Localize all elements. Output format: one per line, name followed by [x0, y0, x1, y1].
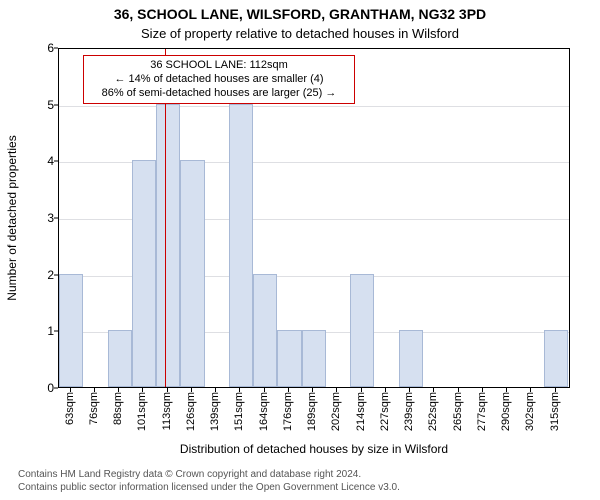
x-tick-label: 290sqm: [500, 392, 512, 431]
histogram-bar: [544, 330, 568, 387]
chart-subtitle: Size of property relative to detached ho…: [0, 26, 600, 41]
histogram-bar: [59, 274, 83, 387]
chart-address-title: 36, SCHOOL LANE, WILSFORD, GRANTHAM, NG3…: [0, 6, 600, 22]
data-attribution: Contains HM Land Registry data © Crown c…: [18, 469, 400, 494]
histogram-bar: [277, 330, 301, 387]
x-tick-label: 277sqm: [476, 392, 488, 431]
y-tick-label: 3: [14, 211, 54, 225]
y-tick-label: 1: [14, 324, 54, 338]
histogram-bar: [253, 274, 277, 387]
x-tick-label: 139sqm: [209, 392, 221, 431]
x-tick-label: 101sqm: [136, 392, 148, 431]
x-tick-label: 214sqm: [355, 392, 367, 431]
y-tick-label: 2: [14, 268, 54, 282]
x-tick-label: 88sqm: [112, 392, 124, 425]
x-tick-label: 302sqm: [524, 392, 536, 431]
histogram-bar: [180, 160, 204, 387]
y-tick-mark: [54, 161, 58, 162]
annotation-box: 36 SCHOOL LANE: 112sqm← 14% of detached …: [83, 55, 355, 104]
x-axis-label: Distribution of detached houses by size …: [58, 442, 570, 456]
y-tick-mark: [54, 104, 58, 105]
annotation-line: ← 14% of detached houses are smaller (4): [90, 73, 348, 87]
histogram-bar: [350, 274, 374, 387]
attribution-line: Contains HM Land Registry data © Crown c…: [18, 469, 400, 482]
y-tick-label: 0: [14, 381, 54, 395]
x-tick-label: 265sqm: [452, 392, 464, 431]
x-tick-label: 63sqm: [64, 392, 76, 425]
y-tick-label: 4: [14, 154, 54, 168]
y-tick-label: 6: [14, 41, 54, 55]
annotation-line: 86% of semi-detached houses are larger (…: [90, 87, 348, 101]
x-tick-label: 113sqm: [161, 392, 173, 430]
x-tick-label: 202sqm: [330, 392, 342, 431]
histogram-bar: [108, 330, 132, 387]
x-tick-label: 227sqm: [379, 392, 391, 431]
histogram-bar: [229, 104, 253, 387]
attribution-line: Contains public sector information licen…: [18, 482, 400, 495]
histogram-bar: [156, 104, 180, 387]
y-tick-mark: [54, 388, 58, 389]
x-tick-label: 176sqm: [282, 392, 294, 431]
histogram-bar: [302, 330, 326, 387]
property-size-histogram: 36, SCHOOL LANE, WILSFORD, GRANTHAM, NG3…: [0, 0, 600, 500]
x-tick-label: 126sqm: [185, 392, 197, 431]
y-tick-label: 5: [14, 98, 54, 112]
y-tick-mark: [54, 48, 58, 49]
x-tick-label: 239sqm: [403, 392, 415, 431]
x-tick-label: 164sqm: [258, 392, 270, 431]
x-tick-label: 76sqm: [88, 392, 100, 425]
gridline: [59, 106, 569, 107]
x-tick-label: 151sqm: [233, 392, 245, 431]
y-tick-mark: [54, 274, 58, 275]
x-tick-label: 252sqm: [427, 392, 439, 431]
x-tick-label: 315sqm: [549, 392, 561, 431]
y-tick-mark: [54, 331, 58, 332]
annotation-line: 36 SCHOOL LANE: 112sqm: [90, 59, 348, 73]
histogram-bar: [132, 160, 156, 387]
x-tick-label: 189sqm: [306, 392, 318, 431]
y-tick-mark: [54, 218, 58, 219]
plot-area: 36 SCHOOL LANE: 112sqm← 14% of detached …: [58, 48, 570, 388]
histogram-bar: [399, 330, 423, 387]
